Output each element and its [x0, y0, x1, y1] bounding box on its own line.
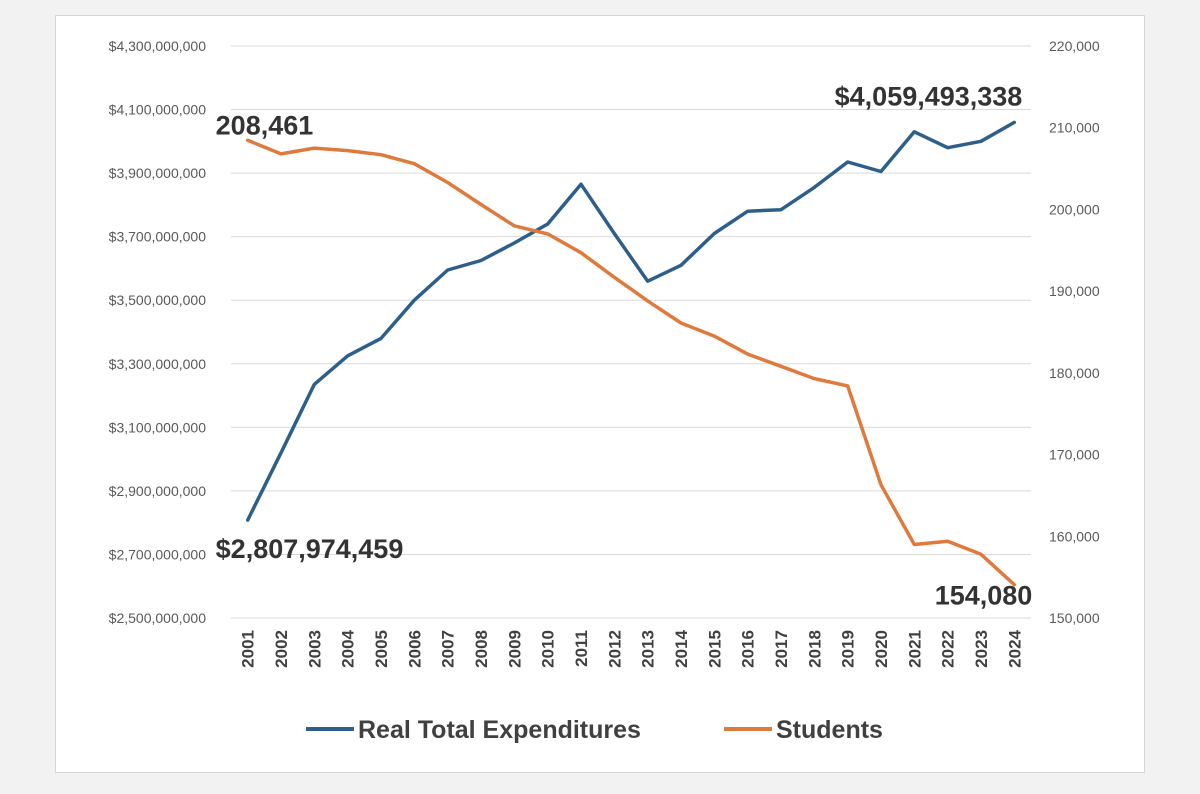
chart-frame: $2,500,000,000 $2,700,000,000 $2,900,000,0… [55, 15, 1145, 773]
x-tick-label: 2008 [472, 630, 491, 668]
x-tick-label: 2024 [1005, 629, 1024, 667]
right-tick-label: 160,000 [1049, 528, 1100, 544]
x-tick-label: 2016 [739, 630, 758, 668]
x-tick-label: 2020 [872, 630, 891, 668]
right-tick-label: 200,000 [1049, 201, 1100, 217]
left-tick-label: $3,300,000,000 [109, 356, 207, 372]
x-tick-label: 2004 [339, 629, 358, 667]
callout-expenditures-2024: $4,059,493,338 [835, 81, 1023, 111]
x-tick-label: 2022 [939, 630, 958, 668]
right-tick-label: 180,000 [1049, 365, 1100, 381]
x-tick-label: 2006 [405, 630, 424, 668]
x-tick-label: 2019 [839, 630, 858, 668]
left-tick-label: $4,100,000,000 [109, 102, 207, 118]
x-tick-label: 2012 [605, 630, 624, 668]
data-callouts: $2,807,974,459 $4,059,493,338 208,461 154,0… [216, 81, 1033, 610]
x-tick-label: 2014 [672, 629, 691, 667]
left-tick-label: $2,700,000,000 [109, 546, 207, 562]
right-tick-label: 150,000 [1049, 610, 1100, 626]
x-tick-label: 2009 [505, 630, 524, 668]
right-tick-label: 190,000 [1049, 283, 1100, 299]
left-tick-label: $2,900,000,000 [109, 483, 207, 499]
left-tick-label: $3,700,000,000 [109, 229, 207, 245]
left-tick-label: $2,500,000,000 [109, 610, 207, 626]
x-axis-ticks: 2001 2002 2003 2004 2005 2006 2007 2008 2009 2010… [239, 629, 1025, 667]
left-tick-label: $3,500,000,000 [109, 292, 207, 308]
left-tick-label: $3,100,000,000 [109, 419, 207, 435]
right-tick-label: 210,000 [1049, 120, 1100, 136]
right-tick-label: 170,000 [1049, 447, 1100, 463]
x-tick-label: 2018 [805, 630, 824, 668]
expenditures-line [245, 120, 1017, 522]
x-tick-label: 2003 [305, 630, 324, 668]
x-tick-label: 2007 [439, 630, 458, 668]
line-chart: $2,500,000,000 $2,700,000,000 $2,900,000,0… [109, 38, 1100, 744]
legend: Real Total Expenditures Students [306, 716, 883, 744]
gridlines [231, 45, 1031, 619]
x-tick-label: 2017 [772, 630, 791, 668]
x-tick-label: 2010 [539, 630, 558, 668]
students-line [245, 138, 1017, 587]
x-tick-label: 2011 [572, 630, 591, 667]
x-tick-label: 2001 [239, 630, 258, 668]
legend-expenditures-label: Real Total Expenditures [358, 716, 641, 744]
x-tick-label: 2005 [372, 630, 391, 668]
callout-expenditures-2001: $2,807,974,459 [216, 534, 404, 564]
x-tick-label: 2021 [905, 630, 924, 668]
series-lines [245, 120, 1017, 587]
legend-students-label: Students [776, 716, 883, 744]
left-tick-label: $4,300,000,000 [109, 38, 207, 54]
callout-students-2024: 154,080 [935, 581, 1033, 611]
right-tick-label: 220,000 [1049, 38, 1100, 54]
x-tick-label: 2015 [705, 630, 724, 668]
right-axis-ticks: 150,000 160,000 170,000 180,000 190,000 200,0… [1049, 38, 1100, 626]
left-tick-label: $3,900,000,000 [109, 165, 207, 181]
x-tick-label: 2002 [272, 630, 291, 668]
x-tick-label: 2013 [639, 630, 658, 668]
x-tick-label: 2023 [972, 630, 991, 668]
callout-students-2001: 208,461 [216, 110, 314, 140]
left-axis-ticks: $2,500,000,000 $2,700,000,000 $2,900,000,0… [109, 38, 207, 626]
